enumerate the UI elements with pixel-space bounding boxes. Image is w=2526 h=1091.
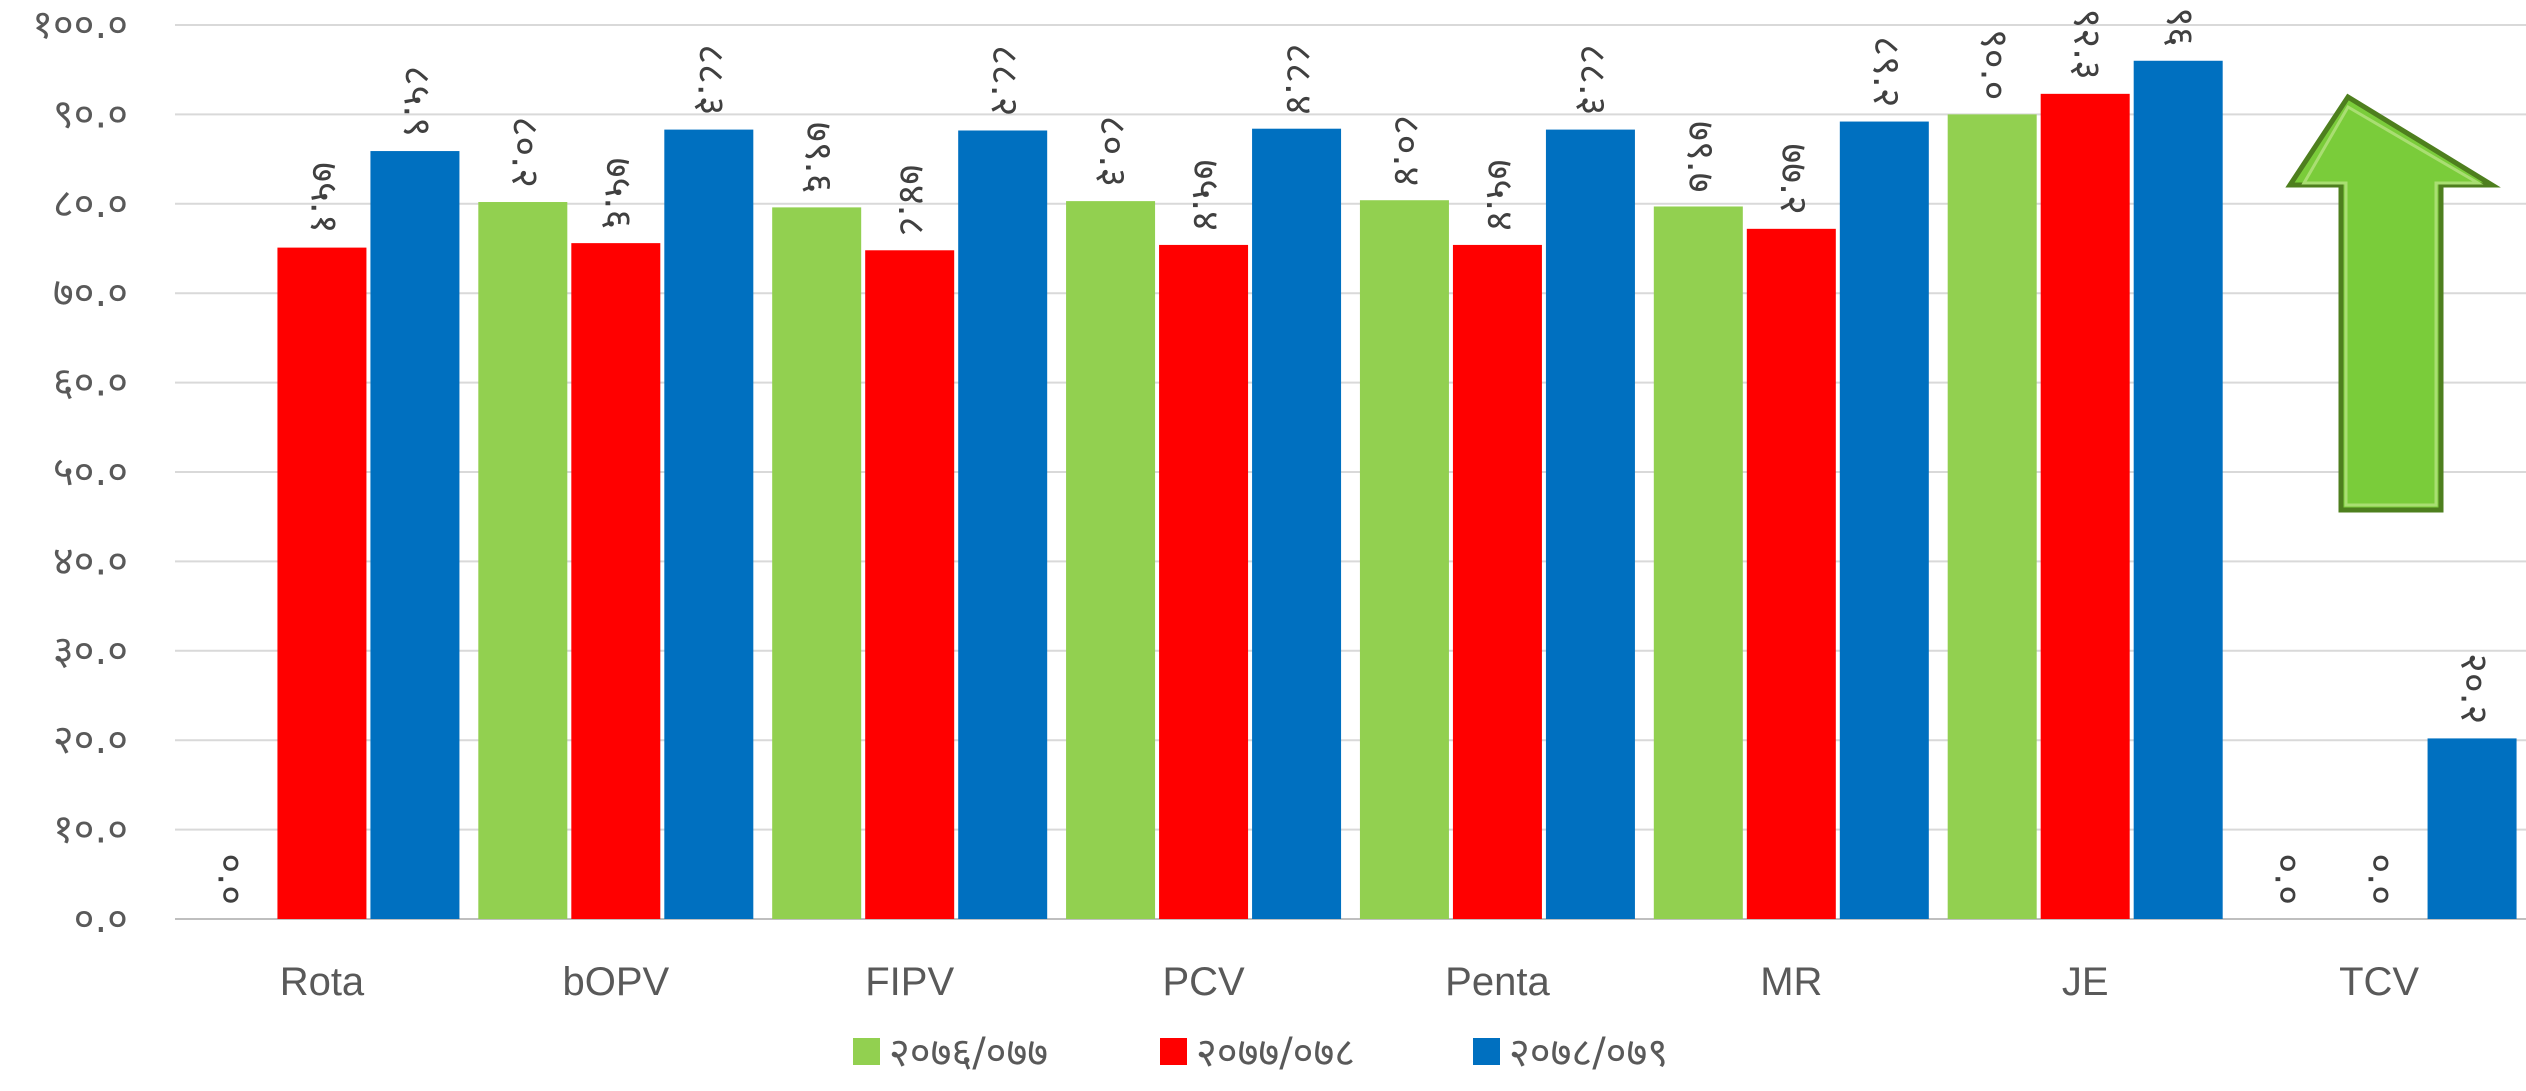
data-label: ९०.०: [1973, 29, 2017, 100]
legend: २०७६/०७७ २०७७/०७८ २०७८/०७९: [853, 1030, 1668, 1076]
y-tick-label: ६०.०: [53, 360, 128, 406]
legend-swatch: [853, 1038, 880, 1065]
bar-mr-series-1: [1653, 206, 1743, 919]
bar-fipv-series-2: [865, 250, 955, 920]
x-tick-label: TCV: [2339, 960, 2419, 1004]
x-tick-label: Rota: [280, 960, 365, 1004]
x-tick-label: MR: [1760, 960, 1822, 1004]
legend-label: २०७७/०७८: [1196, 1030, 1355, 1076]
data-label: ८८.२: [983, 45, 1027, 116]
legend-label: २०७८/०७९: [1509, 1030, 1668, 1076]
data-label: २०.२: [2453, 653, 2497, 724]
y-tick-label: ७०.०: [53, 270, 128, 316]
bar-bopv-series-1: [478, 202, 568, 920]
y-tick-label: १०.०: [53, 807, 128, 853]
bar-tcv-series-3: [2427, 738, 2517, 919]
data-label: ९६: [2159, 7, 2203, 47]
x-tick-label: bOPV: [562, 960, 669, 1004]
y-tick-label: ४०.०: [53, 538, 128, 584]
y-axis-ticks: ०.० १०.० २०.० ३०.० ४०.० ५०.० ६०.० ७०.० ८०.० ९०.० १…: [32, 2, 128, 942]
data-label: ०.०: [2360, 853, 2404, 905]
x-tick-label: Penta: [1445, 960, 1550, 1004]
bar-mr-series-2: [1746, 228, 1836, 919]
data-label: ८९.२: [1865, 36, 1909, 107]
legend-swatch: [1160, 1038, 1187, 1065]
data-label: ७५.४: [1184, 160, 1228, 231]
bar-pcv-series-1: [1066, 201, 1156, 920]
y-tick-label: २०.०: [53, 717, 128, 763]
bar-bopv-series-3: [664, 129, 754, 919]
data-label: ८०.४: [1385, 115, 1429, 186]
data-label: ७५.१: [302, 162, 346, 233]
y-tick-label: ३०.०: [53, 628, 128, 674]
data-label: ८८.३: [689, 44, 733, 115]
bar-mr-series-3: [1839, 121, 1929, 919]
y-tick-label: ९०.०: [53, 91, 128, 137]
bar-fipv-series-1: [772, 207, 862, 920]
data-label: ८८.४: [1277, 43, 1321, 114]
data-label: ०.०: [2267, 853, 2311, 905]
bar-je-series-3: [2133, 60, 2223, 919]
bar-je-series-1: [1947, 114, 2037, 919]
bar-rota-series-3: [370, 151, 460, 919]
data-label: ९२.३: [2066, 8, 2110, 79]
bar-fipv-series-3: [958, 130, 1048, 919]
y-tick-label: ०.०: [74, 896, 128, 942]
bar-rota-series-2: [277, 247, 367, 919]
data-label: ७९.६: [797, 122, 841, 193]
y-tick-label: ८०.०: [53, 181, 128, 227]
bar-bopv-series-2: [571, 243, 661, 920]
data-label: ८०.३: [1091, 116, 1135, 187]
bar-penta-series-2: [1452, 244, 1542, 919]
bar-penta-series-3: [1545, 129, 1635, 919]
data-labels: ०.० ७५.१ ८५.९ ८०.२ ७५.६ ८८.३ ७९.६ ७४.८ ८८.२ ८०.३ ७…: [209, 7, 2496, 905]
data-label: ८८.३: [1571, 44, 1615, 115]
y-tick-label: ५०.०: [53, 449, 128, 495]
x-tick-label: FIPV: [865, 960, 954, 1004]
green-up-arrow-icon: [2285, 93, 2501, 513]
x-axis-ticks: Rota bOPV FIPV PCV Penta MR JE TCV: [280, 960, 2420, 1004]
bars: [277, 60, 2517, 920]
data-label: ७४.८: [890, 165, 934, 236]
data-label: ७९.७: [1679, 121, 1723, 192]
bar-pcv-series-3: [1252, 128, 1342, 920]
data-label: ०.०: [209, 853, 253, 905]
legend-label: २०७६/०७७: [889, 1030, 1048, 1076]
bar-je-series-2: [2040, 93, 2130, 919]
data-label: ७५.६: [596, 158, 640, 229]
data-label: ७७.२: [1772, 143, 1816, 214]
data-label: ७५.४: [1478, 160, 1522, 231]
data-label: ८०.२: [503, 117, 547, 188]
bar-pcv-series-2: [1159, 244, 1249, 919]
legend-swatch: [1473, 1038, 1500, 1065]
x-tick-label: PCV: [1162, 960, 1245, 1004]
data-label: ८५.९: [395, 66, 439, 137]
x-tick-label: JE: [2062, 960, 2109, 1004]
bar-penta-series-1: [1359, 200, 1449, 919]
y-tick-label: १००.०: [32, 2, 128, 48]
